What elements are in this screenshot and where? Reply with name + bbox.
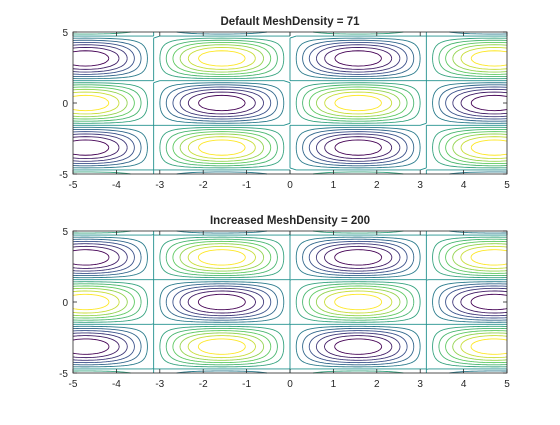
- x-tick-label: 0: [287, 180, 293, 191]
- x-tick-label: 3: [417, 180, 423, 191]
- contour-lines-top: [72, 31, 508, 175]
- x-tick-label: 4: [461, 180, 467, 191]
- y-tick-label: -5: [59, 170, 68, 181]
- x-tick-label: 2: [374, 180, 380, 191]
- y-tick-label: -5: [59, 369, 68, 380]
- x-tick-label: 5: [504, 379, 510, 390]
- contour-level-12: [72, 249, 508, 355]
- x-tick-label: -1: [242, 379, 251, 390]
- x-tick-label: -2: [199, 180, 208, 191]
- x-tick-label: 1: [331, 180, 337, 191]
- x-tick-label: 0: [287, 379, 293, 390]
- x-tick-label: 2: [374, 379, 380, 390]
- x-tick-label: -4: [112, 379, 121, 390]
- contour-level-9: [72, 41, 508, 165]
- ticks-top: -5 -4 -3 -2 -1 0 1 2 3 4 5 -5 0 5: [59, 28, 510, 191]
- contour-level-6: [73, 32, 507, 174]
- y-tick-label: 5: [62, 227, 68, 238]
- contour-level-7: [72, 31, 508, 175]
- x-tick-label: -2: [199, 379, 208, 390]
- contour-level-10: [72, 44, 508, 162]
- contour-level-7: [72, 230, 508, 374]
- x-tick-label: -3: [155, 379, 164, 390]
- y-tick-label: 0: [62, 298, 68, 309]
- contour-level-8: [72, 238, 508, 366]
- contour-lines-bottom: [72, 230, 508, 374]
- axes-top: Default MeshDensity = 71 -5 -4 -3 -2 -1 0 1 2 3 4…: [59, 16, 510, 191]
- axes-bottom: Increased MeshDensity = 200 -5 -4 -3 -2 -1 0 1…: [59, 215, 510, 390]
- contour-level-4: [72, 39, 508, 167]
- contour-level-8: [72, 39, 508, 167]
- contour-level-4: [72, 238, 508, 366]
- contour-level-1: [72, 46, 508, 160]
- contour-level-11: [72, 46, 508, 160]
- contour-level-6: [73, 231, 507, 373]
- x-tick-label: 4: [461, 379, 467, 390]
- x-tick-label: 1: [331, 379, 337, 390]
- y-tick-label: 5: [62, 28, 68, 39]
- chart-title-bottom: Increased MeshDensity = 200: [210, 215, 370, 227]
- contour-level-9: [72, 240, 508, 364]
- x-tick-label: -5: [69, 180, 78, 191]
- contour-level-1: [72, 245, 508, 359]
- contour-level-2: [72, 243, 508, 361]
- contour-level-10: [72, 243, 508, 361]
- contour-level-3: [72, 41, 508, 165]
- contour-level-2: [72, 44, 508, 162]
- x-tick-label: -3: [155, 180, 164, 191]
- chart-title-top: Default MeshDensity = 71: [220, 16, 360, 28]
- contour-level-3: [72, 240, 508, 364]
- x-tick-label: -4: [112, 180, 121, 191]
- contour-level-12: [72, 50, 508, 156]
- y-tick-label: 0: [62, 99, 68, 110]
- contour-level-11: [72, 245, 508, 359]
- x-tick-label: -1: [242, 180, 251, 191]
- x-tick-label: 3: [417, 379, 423, 390]
- contour-level-0: [72, 249, 508, 355]
- x-tick-label: 5: [504, 180, 510, 191]
- contour-level-0: [72, 50, 508, 156]
- x-tick-label: -5: [69, 379, 78, 390]
- ticks-bottom: -5 -4 -3 -2 -1 0 1 2 3 4 5 -5 0 5: [59, 227, 510, 390]
